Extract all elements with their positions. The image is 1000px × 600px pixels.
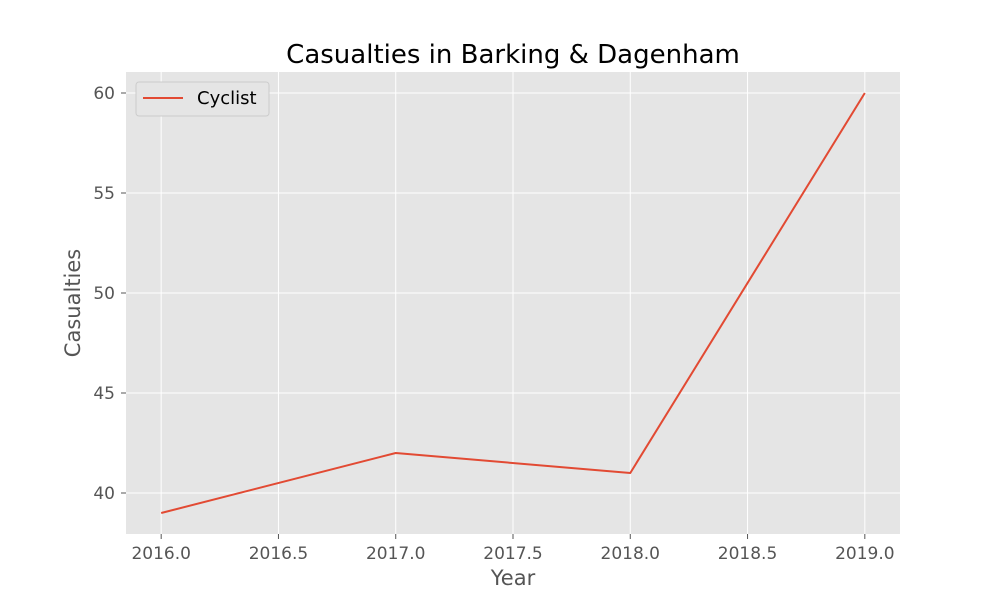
chart-title: Casualties in Barking & Dagenham [286, 40, 740, 70]
x-tick-label-3: 2017.5 [483, 544, 542, 564]
x-tick-label-0: 2016.0 [131, 544, 190, 564]
x-tick-label-4: 2018.0 [601, 544, 660, 564]
y-tick-label-1: 45 [93, 384, 115, 404]
y-tick-label-2: 50 [93, 284, 115, 304]
legend-label-cyclist: Cyclist [197, 88, 257, 109]
y-tick-label-0: 40 [93, 484, 115, 504]
x-tick-label-2: 2017.0 [366, 544, 425, 564]
x-axis-label: Year [490, 566, 536, 590]
x-tick-labels: 2016.0 2016.5 2017.0 2017.5 2018.0 2018.5 2019… [131, 534, 895, 564]
y-axis-label: Casualties [61, 249, 85, 357]
legend-box [135, 81, 270, 117]
x-tick-label-1: 2016.5 [249, 544, 308, 564]
y-tick-label-4: 60 [93, 84, 115, 104]
series-line-cyclist [160, 92, 866, 514]
y-tick-label-3: 55 [93, 184, 115, 204]
grid-lines [126, 72, 900, 534]
x-tick-label-5: 2018.5 [718, 544, 777, 564]
x-tick-label-6: 2019.0 [835, 544, 894, 564]
legend: Cyclist [135, 81, 270, 117]
series-group [160, 92, 866, 514]
y-tick-labels: 40 45 50 55 60 [93, 84, 126, 504]
